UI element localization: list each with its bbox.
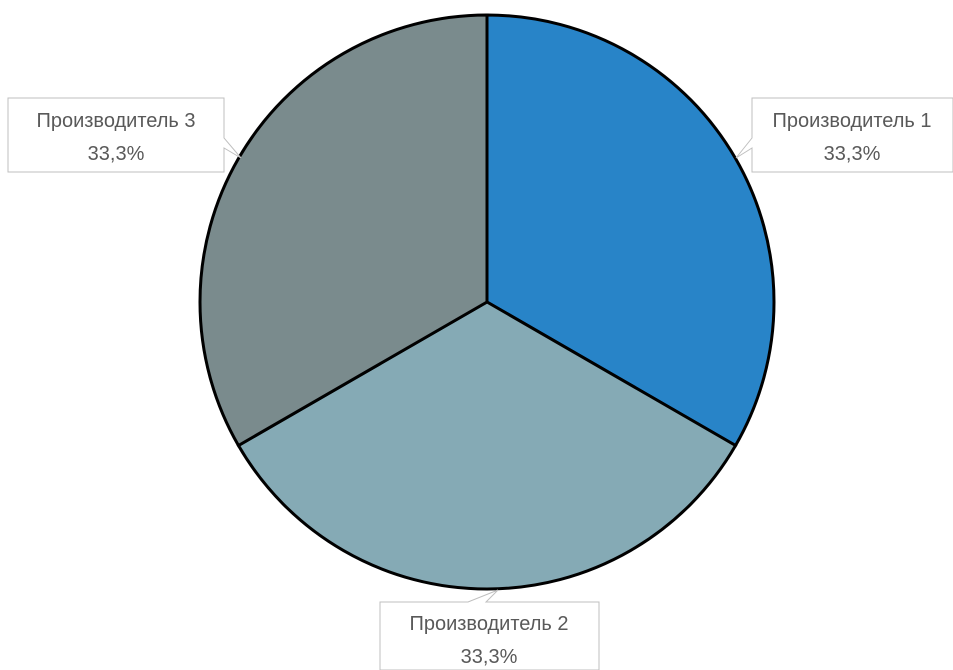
category-label-1: Производитель 1 [772,110,931,132]
data-label-box-3 [7,97,242,173]
data-label-box-1 [735,97,953,173]
pie-slice-3 [198,13,489,448]
category-label-2: Производитель 2 [409,613,568,635]
data-labels: Производитель 1 33,3% Производитель 2 33… [7,97,953,670]
data-label-group-1: Производитель 1 33,3% [735,97,953,173]
percent-label-2: 33,3% [461,646,518,668]
pie-slices [198,13,776,591]
category-label-3: Производитель 3 [36,110,195,132]
percent-label-3: 33,3% [88,143,145,165]
percent-label-1: 33,3% [824,143,881,165]
pie-slice-2 [236,300,738,591]
data-label-group-2: Производитель 2 33,3% [379,589,600,670]
data-label-box-2 [379,589,600,670]
data-label-group-3: Производитель 3 33,3% [7,97,242,173]
pie-slice-1 [485,13,776,448]
